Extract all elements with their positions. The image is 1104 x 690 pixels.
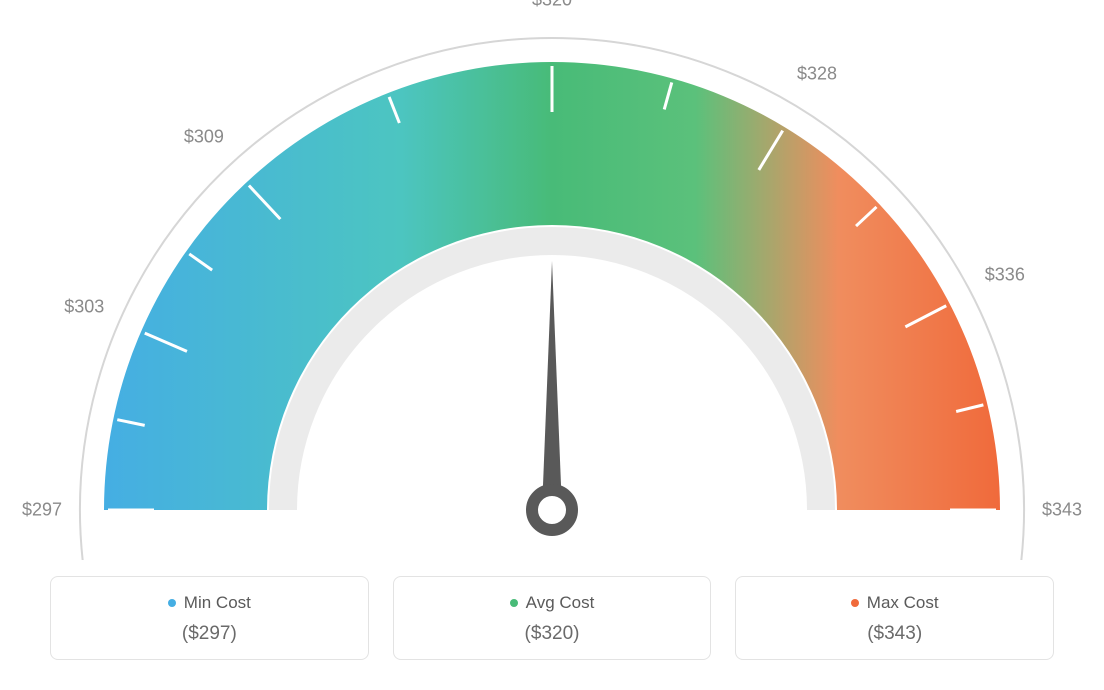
dot-max (851, 599, 859, 607)
tick-label: $303 (64, 296, 104, 317)
tick-label: $309 (184, 127, 224, 148)
legend-label-min: Min Cost (168, 593, 251, 613)
gauge-svg (0, 0, 1104, 560)
dot-avg (510, 599, 518, 607)
tick-label: $320 (532, 0, 572, 11)
legend-card-min: Min Cost ($297) (50, 576, 369, 660)
legend-label-avg: Avg Cost (510, 593, 595, 613)
tick-label: $328 (797, 64, 837, 85)
tick-label: $336 (985, 265, 1025, 286)
legend-label-max-text: Max Cost (867, 593, 939, 613)
tick-label: $343 (1042, 500, 1082, 521)
legend-label-min-text: Min Cost (184, 593, 251, 613)
legend-card-max: Max Cost ($343) (735, 576, 1054, 660)
tick-label: $297 (22, 500, 62, 521)
legend-card-avg: Avg Cost ($320) (393, 576, 712, 660)
legend-value-max: ($343) (746, 623, 1043, 645)
legend-label-max: Max Cost (851, 593, 939, 613)
legend-label-avg-text: Avg Cost (526, 593, 595, 613)
dot-min (168, 599, 176, 607)
legend-value-avg: ($320) (404, 623, 701, 645)
gauge-container: $297 $303 $309 $320 $328 $336 $343 (0, 0, 1104, 560)
legend-value-min: ($297) (61, 623, 358, 645)
legend-row: Min Cost ($297) Avg Cost ($320) Max Cost… (50, 576, 1054, 660)
